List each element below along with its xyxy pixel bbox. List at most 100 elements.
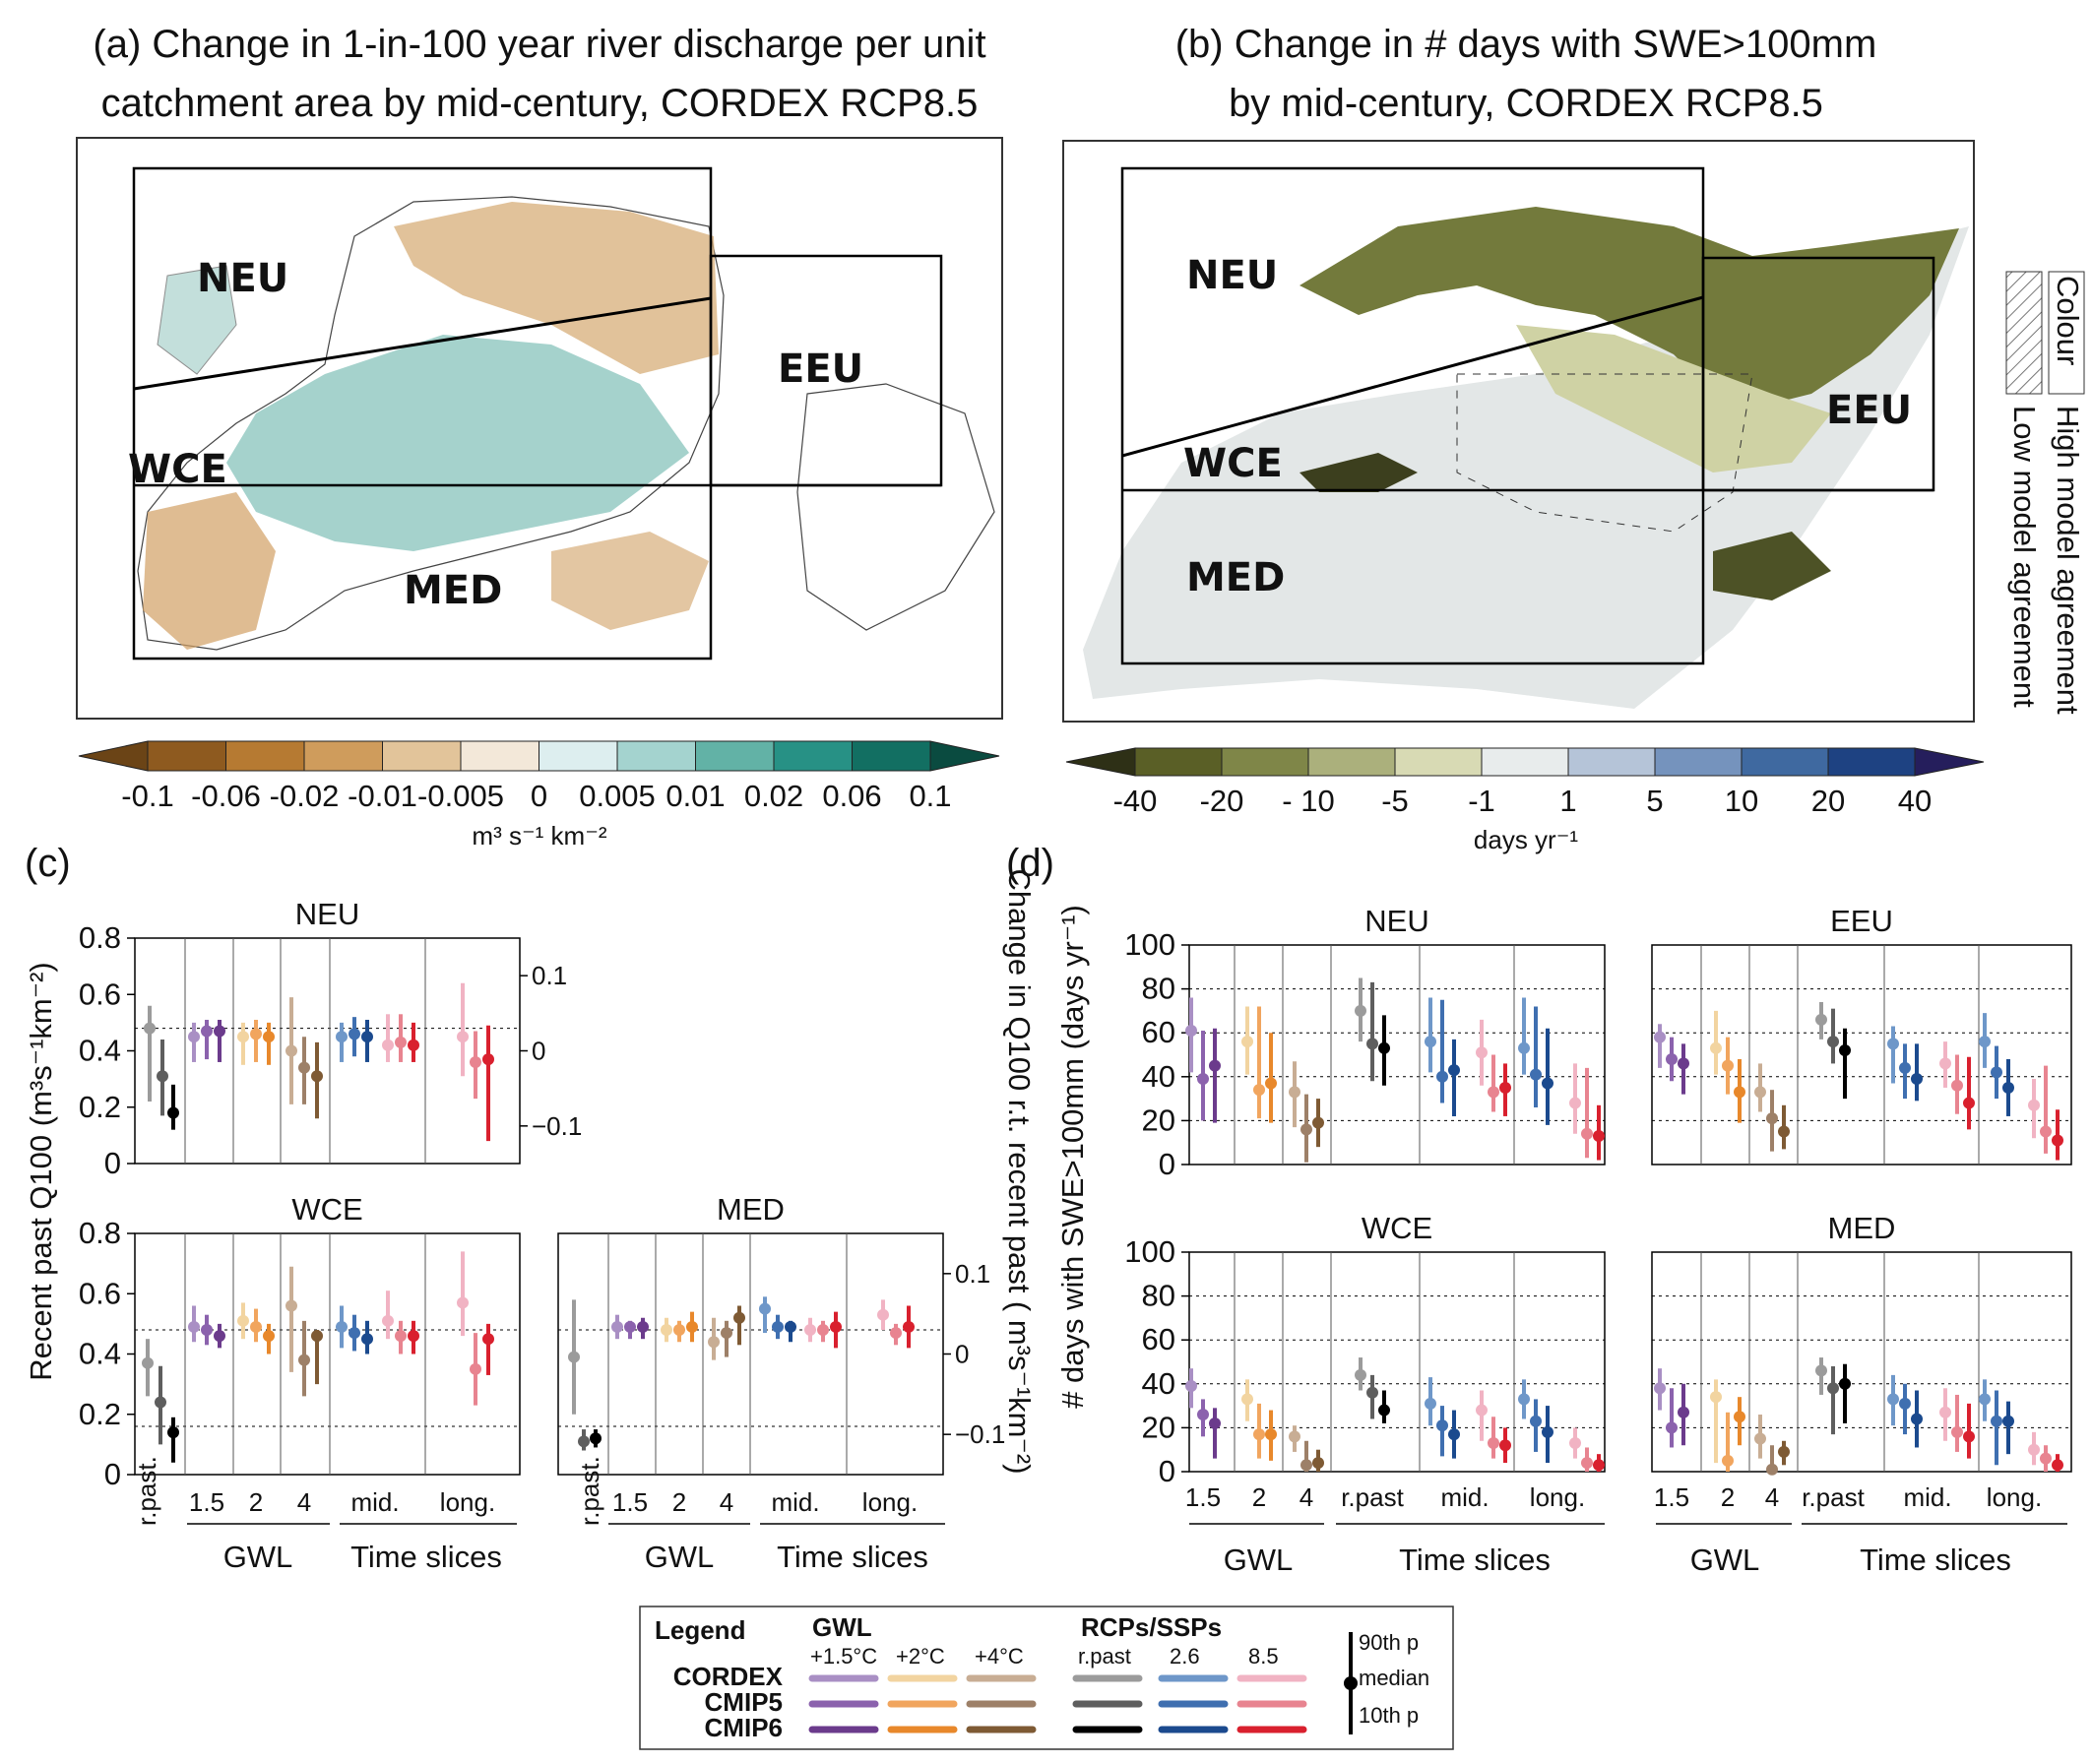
median-marker <box>804 1324 816 1336</box>
subplot-frame <box>1651 1251 2072 1473</box>
median-marker <box>1366 1038 1378 1050</box>
legend-col-15: +1.5°C <box>810 1644 877 1669</box>
legend-title: Legend <box>655 1615 745 1645</box>
panel-d: (d) # days with SWE>100mm (days yr⁻¹) NE… <box>1006 842 2072 1577</box>
panel-c-tick-rpast-right: r.past. <box>575 1456 604 1526</box>
median-marker <box>361 1031 373 1043</box>
panel-c-tick-4-right: 4 <box>720 1487 733 1517</box>
cbar-a-tick: -0.005 <box>417 779 504 813</box>
cbar-a-tick: -0.01 <box>348 779 417 813</box>
panel-d-ylabel: # days with SWE>100mm (days yr⁻¹) <box>1055 905 1090 1409</box>
median-marker <box>214 1025 225 1038</box>
cbar-a-bin <box>225 740 305 772</box>
ytick-label: 0.4 <box>79 1034 121 1068</box>
median-marker <box>903 1320 915 1333</box>
median-marker <box>1488 1437 1499 1450</box>
median-marker <box>830 1320 842 1333</box>
ytick-label: 40 <box>1142 1366 1175 1401</box>
cbar-a-bin <box>773 740 853 772</box>
median-marker <box>201 1025 213 1038</box>
legend-row-cmip5: CMIP5 <box>705 1687 783 1717</box>
panel-d-label: (d) <box>1006 842 1054 885</box>
panel-d-tick-rpast-right: r.past <box>1802 1482 1865 1512</box>
ytick-label: 0 <box>1159 1454 1175 1488</box>
panel-d-tick-mid-left: mid. <box>1440 1482 1489 1512</box>
median-marker <box>785 1320 796 1333</box>
panel-d-time-left: Time slices <box>1399 1543 1551 1577</box>
ytick-label: 0.6 <box>79 1276 121 1310</box>
subplot-frame <box>1188 944 1606 1166</box>
median-marker <box>2002 1415 2014 1427</box>
median-rpast <box>590 1432 602 1445</box>
panel-d-tick-2-right: 2 <box>1721 1482 1735 1512</box>
cbar-a-bin <box>303 740 383 772</box>
panel-b-region-neu: NEU <box>1186 253 1278 298</box>
panel-b-colorbar: -40 -20 - 10 -5 -1 1 5 10 20 40 <box>1065 747 1985 818</box>
ytick-label: 0.2 <box>79 1397 121 1431</box>
panel-d-xaxis-left: 1.5 2 4 r.past mid. long. GWL Time slice… <box>1185 1482 1605 1577</box>
median-marker <box>188 1031 200 1043</box>
median-marker <box>1654 1382 1666 1395</box>
median-marker <box>1366 1386 1378 1399</box>
median-marker <box>1542 1077 1553 1090</box>
panel-a-title-line1: (a) Change in 1-in-100 year river discha… <box>93 23 985 66</box>
y2tick-label: 0 <box>955 1340 969 1369</box>
median-marker <box>1815 1013 1827 1026</box>
legend-p90: 90th p <box>1359 1630 1419 1655</box>
median-marker <box>1754 1086 1766 1099</box>
panel-d-gwl-right: GWL <box>1690 1543 1760 1577</box>
median-marker <box>1722 1059 1734 1072</box>
median-marker <box>1448 1428 1460 1441</box>
median-marker <box>250 1028 262 1040</box>
median-marker <box>1654 1031 1666 1043</box>
legend-col-26: 2.6 <box>1170 1644 1200 1669</box>
median-marker <box>1253 1084 1265 1097</box>
median-marker <box>1754 1432 1766 1445</box>
y2tick-label: −0.1 <box>955 1419 1005 1449</box>
panel-b: (b) Change in # days with SWE>100mm by m… <box>1062 23 2085 854</box>
subplot-title: EEU <box>1830 904 1893 938</box>
panel-c-xaxis-left: r.past. 1.5 2 4 mid. long. GWL Time slic… <box>132 1456 517 1574</box>
median-marker <box>1569 1097 1581 1109</box>
median-marker <box>1185 1024 1197 1037</box>
median-marker <box>1734 1086 1745 1099</box>
panel-c-tick-15-right: 1.5 <box>612 1487 648 1517</box>
median-marker <box>1899 1397 1911 1410</box>
cbar-a-tick: -0.06 <box>191 779 261 813</box>
panel-c-tick-rpast-left: r.past. <box>132 1456 161 1526</box>
panel-a-region-wce: WCE <box>128 447 227 492</box>
subplot-d-med: MED <box>1651 1211 2072 1476</box>
subplot-title: WCE <box>291 1192 362 1227</box>
panel-c-gwl-left: GWL <box>223 1540 293 1574</box>
median-marker <box>349 1028 360 1040</box>
cbar-b-extend-high <box>1914 747 1985 777</box>
median-marker <box>214 1330 225 1343</box>
ytick-label: 100 <box>1124 1234 1175 1269</box>
median-marker <box>686 1320 698 1333</box>
median-marker <box>382 1314 394 1327</box>
cbar-b-extend-low <box>1065 747 1136 777</box>
panel-d-tick-2-left: 2 <box>1252 1482 1266 1512</box>
ytick-label: 0.8 <box>79 920 121 955</box>
panel-c-right-ylabel: Change in Q100 r.t. recent past ( m³s⁻¹k… <box>1002 868 1037 1474</box>
median-marker <box>1488 1086 1499 1099</box>
ytick-label: 0.8 <box>79 1216 121 1250</box>
median-marker <box>1979 1036 1991 1048</box>
median-marker <box>1766 1463 1778 1476</box>
cbar-b-tick: -40 <box>1113 784 1158 818</box>
median-marker <box>250 1320 262 1333</box>
panel-d-tick-rpast-left: r.past <box>1341 1482 1404 1512</box>
cbar-b-tick: - 10 <box>1282 784 1334 818</box>
cbar-a-tick: 0.1 <box>909 779 951 813</box>
median-marker <box>1951 1425 1963 1438</box>
median-marker <box>336 1320 348 1333</box>
cbar-b-bin <box>1481 747 1569 777</box>
median-marker <box>1839 1044 1851 1057</box>
median-marker <box>263 1031 275 1043</box>
median-marker <box>1678 1406 1689 1418</box>
median-marker <box>1378 1404 1390 1417</box>
median-marker <box>311 1330 323 1343</box>
panel-a-map: NEU EEU WCE MED <box>76 137 1003 720</box>
median-marker <box>1499 1081 1511 1094</box>
panel-c-tick-long-right: long. <box>862 1487 918 1517</box>
